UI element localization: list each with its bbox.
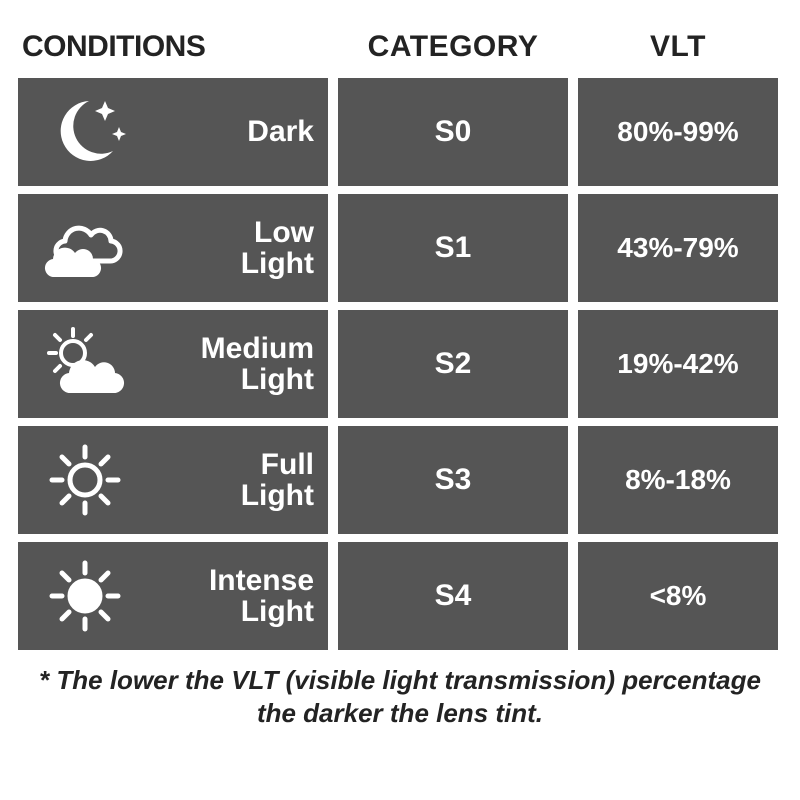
conditions-cell: Full Light: [18, 426, 328, 534]
vlt-cell: 8%-18%: [578, 426, 778, 534]
category-cell: S2: [338, 310, 568, 418]
sun-cloud-icon: [30, 319, 140, 409]
conditions-cell: Medium Light: [18, 310, 328, 418]
condition-label: Full Light: [154, 449, 314, 512]
category-cell: S0: [338, 78, 568, 186]
condition-label: Low Light: [154, 217, 314, 280]
condition-label: Medium Light: [154, 333, 314, 396]
header-conditions: CONDITIONS: [18, 30, 328, 68]
vlt-chart: CONDITIONS CATEGORY VLT Dark: [0, 0, 800, 800]
conditions-cell: Dark: [18, 78, 328, 186]
clouds-icon: [30, 203, 140, 293]
table-body: Dark S0 80%-99% Low: [18, 78, 782, 650]
moon-icon: [30, 87, 140, 177]
header-category: CATEGORY: [338, 30, 568, 68]
sun-filled-icon: [30, 551, 140, 641]
condition-label: Dark: [154, 116, 314, 148]
table-row: Low Light S1 43%-79%: [18, 194, 782, 302]
vlt-cell: 19%-42%: [578, 310, 778, 418]
table-row: Full Light S3 8%-18%: [18, 426, 782, 534]
conditions-cell: Low Light: [18, 194, 328, 302]
table-row: Medium Light S2 19%-42%: [18, 310, 782, 418]
vlt-cell: <8%: [578, 542, 778, 650]
condition-label: Intense Light: [154, 565, 314, 628]
category-cell: S1: [338, 194, 568, 302]
conditions-cell: Intense Light: [18, 542, 328, 650]
footnote: * The lower the VLT (visible light trans…: [18, 664, 782, 729]
category-cell: S3: [338, 426, 568, 534]
vlt-cell: 43%-79%: [578, 194, 778, 302]
sun-outline-icon: [30, 435, 140, 525]
table-row: Dark S0 80%-99%: [18, 78, 782, 186]
header-vlt: VLT: [578, 30, 778, 68]
table-header: CONDITIONS CATEGORY VLT: [18, 30, 782, 68]
table-row: Intense Light S4 <8%: [18, 542, 782, 650]
category-cell: S4: [338, 542, 568, 650]
vlt-cell: 80%-99%: [578, 78, 778, 186]
